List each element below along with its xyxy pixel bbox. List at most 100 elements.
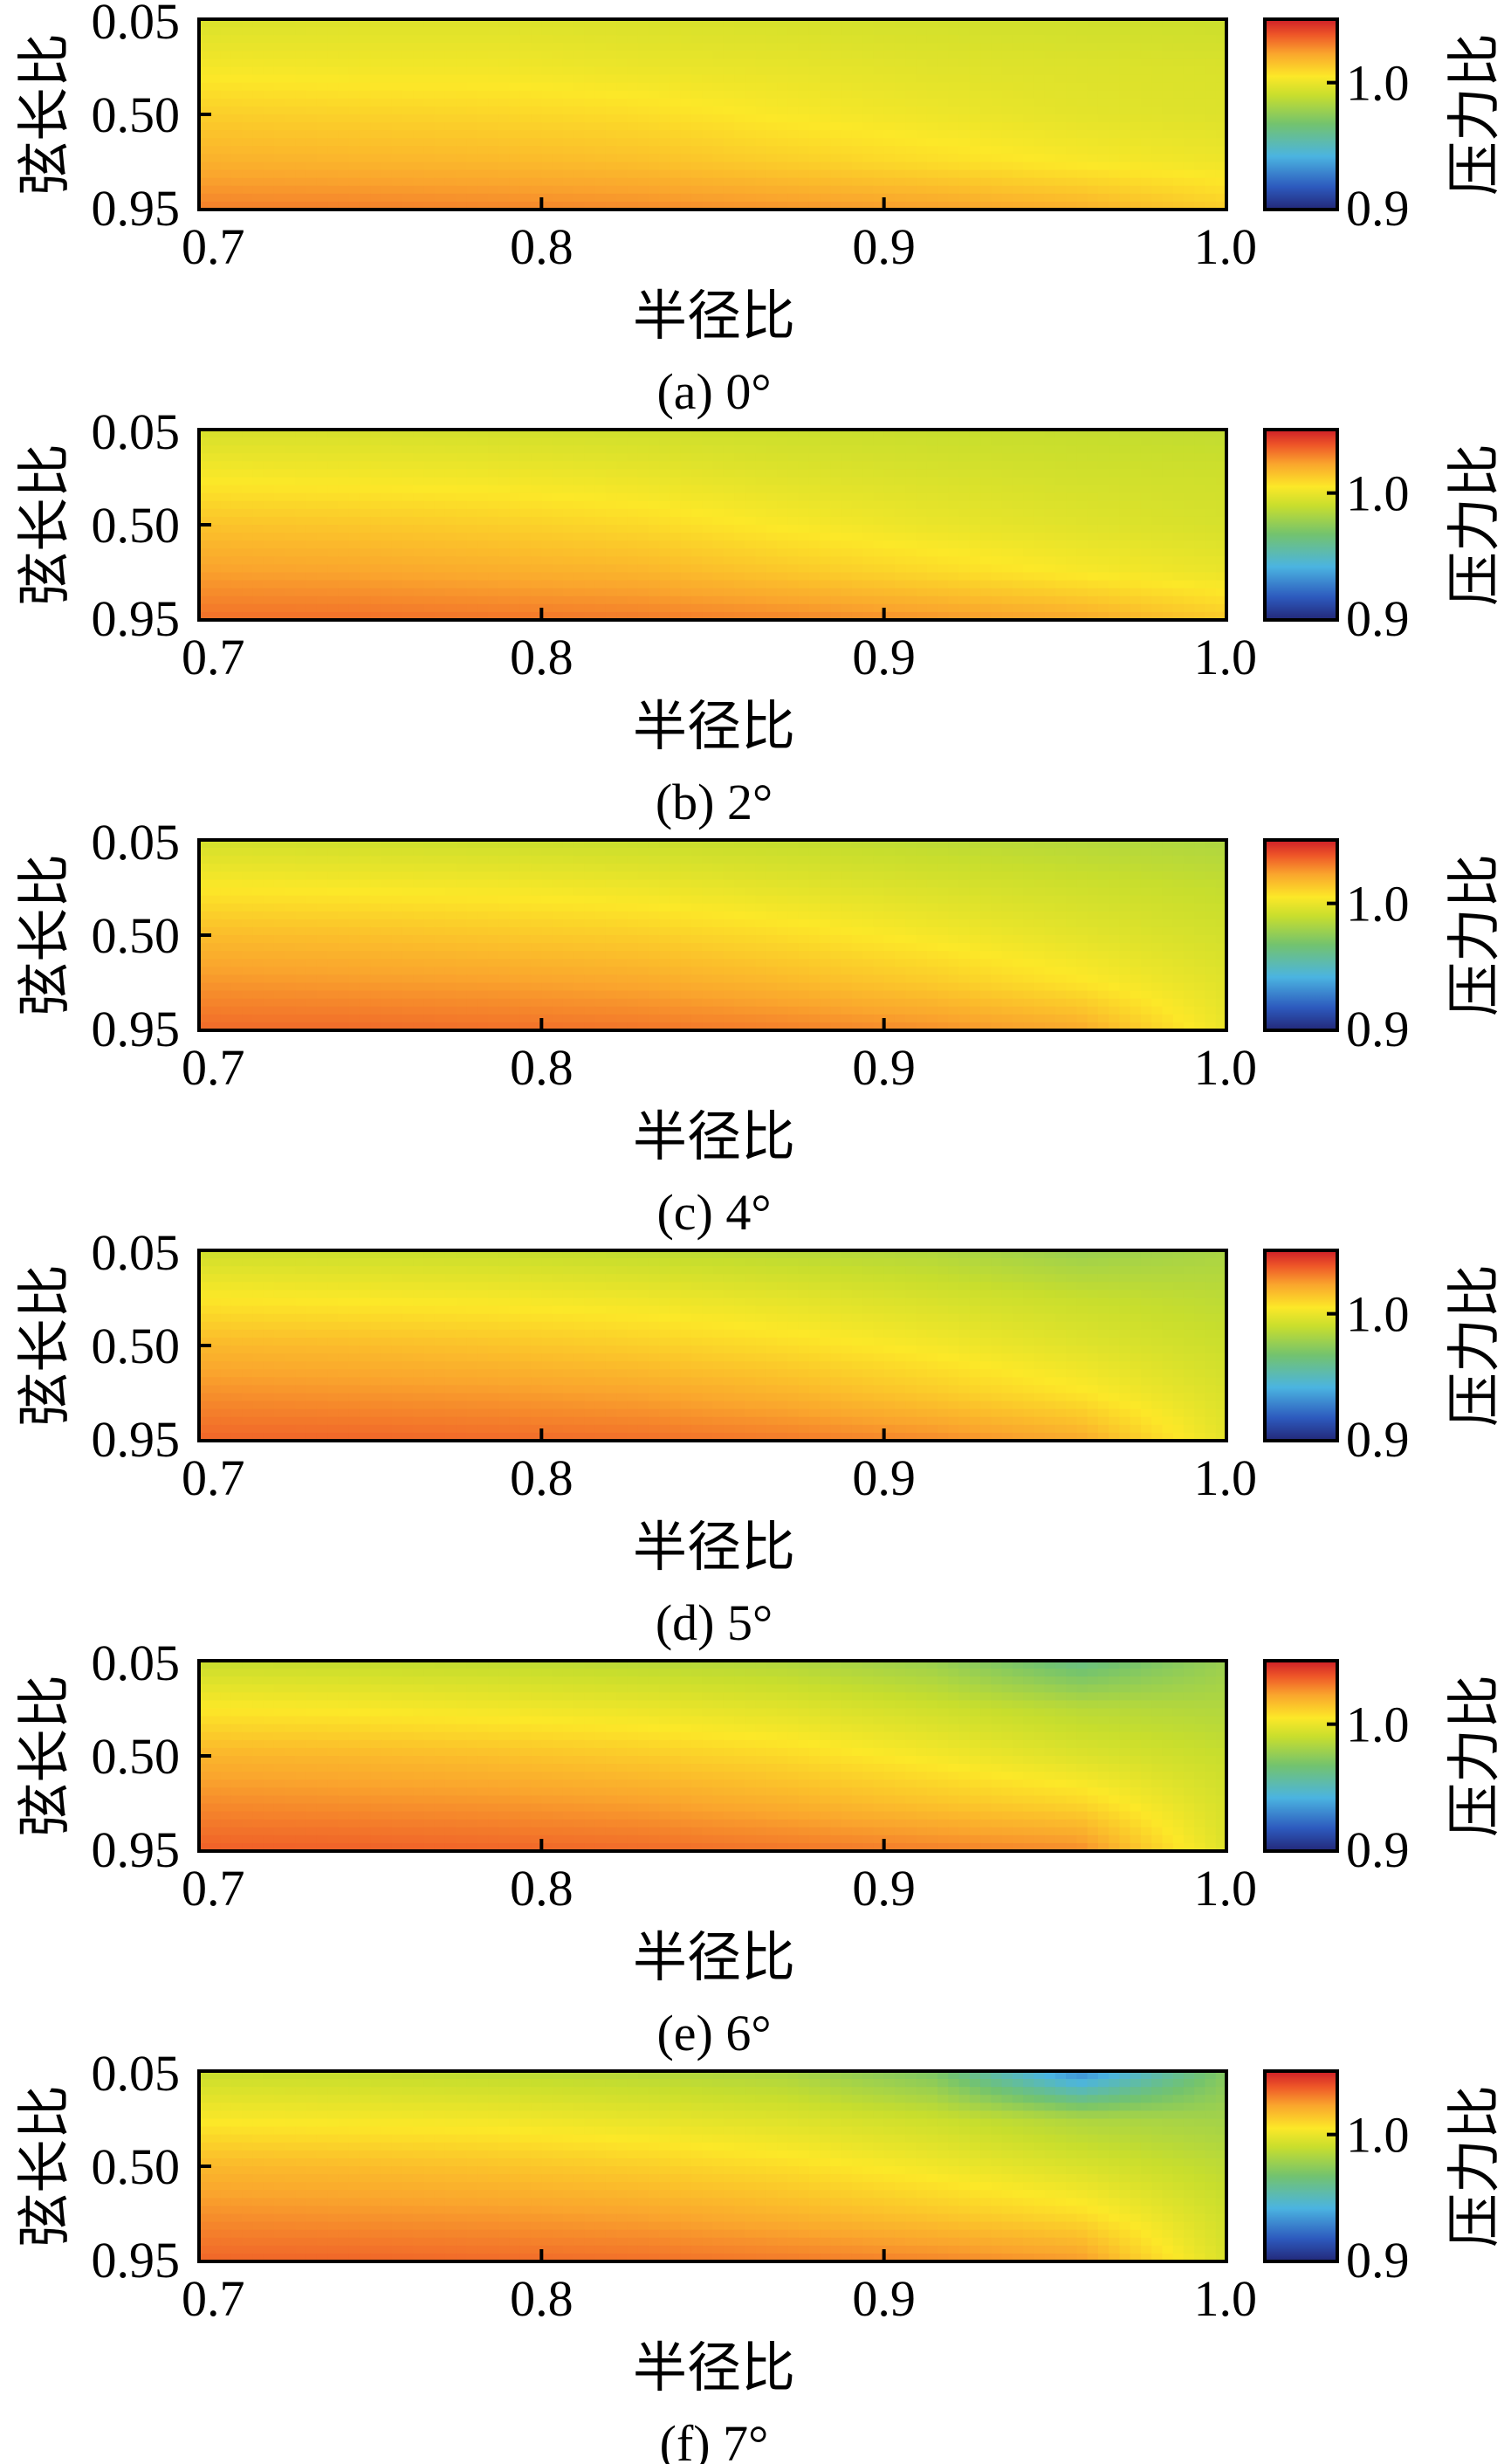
- heatmap-cell: [230, 66, 243, 76]
- heatmap-cell: [958, 556, 971, 566]
- heatmap-cell: [402, 114, 414, 123]
- heatmap-cell: [295, 540, 307, 549]
- heatmap-cell: [252, 146, 264, 155]
- heatmap-cell: [787, 556, 800, 566]
- heatmap-cell: [1151, 162, 1164, 171]
- heatmap-cell: [1012, 445, 1024, 454]
- heatmap-cell: [605, 469, 617, 478]
- heatmap-cell: [991, 177, 1003, 187]
- heatmap-cell: [798, 59, 810, 68]
- heatmap-cell: [1172, 43, 1185, 52]
- heatmap-cell: [1087, 540, 1099, 549]
- heatmap-cell: [573, 548, 585, 557]
- heatmap-cell: [370, 66, 382, 76]
- heatmap-cell: [969, 603, 981, 613]
- heatmap-cell: [659, 564, 671, 574]
- heatmap-cell: [1023, 580, 1034, 589]
- heatmap-cell: [1066, 59, 1077, 68]
- heatmap-cell: [766, 90, 778, 100]
- heatmap-cell: [434, 525, 446, 533]
- heatmap-cell: [1215, 453, 1227, 462]
- heatmap-cell: [894, 533, 906, 541]
- heatmap-cell: [391, 430, 403, 438]
- heatmap-cell: [841, 469, 853, 478]
- heatmap-cell: [1001, 485, 1013, 494]
- heatmap-cell: [1205, 437, 1217, 446]
- heatmap-cell: [1087, 453, 1099, 462]
- heatmap-cell: [958, 430, 971, 438]
- heatmap-cell: [402, 35, 414, 44]
- heatmap-cell: [841, 548, 853, 557]
- heatmap-cell: [295, 90, 307, 100]
- heatmap-cell: [466, 35, 478, 44]
- heatmap-cell: [1054, 66, 1067, 76]
- heatmap-cell: [766, 201, 778, 210]
- heatmap-cell: [477, 556, 489, 566]
- heatmap-cell: [820, 500, 831, 510]
- heatmap-cell: [338, 154, 350, 163]
- heatmap-cell: [295, 453, 307, 462]
- heatmap-cell: [348, 864, 361, 872]
- heatmap-cell: [1044, 27, 1056, 36]
- heatmap-cell: [1044, 556, 1056, 566]
- heatmap-cell: [712, 122, 725, 131]
- heatmap-cell: [230, 154, 243, 163]
- heatmap-cell: [573, 430, 585, 438]
- heatmap-cell: [306, 90, 318, 100]
- heatmap-cell: [894, 130, 906, 139]
- heatmap-cell: [926, 856, 938, 864]
- heatmap-cell: [1130, 856, 1142, 864]
- heatmap-cell: [766, 185, 778, 195]
- heatmap-cell: [423, 848, 436, 857]
- heatmap-cell: [755, 556, 767, 566]
- heatmap-cell: [702, 848, 714, 857]
- heatmap-cell: [1034, 516, 1046, 526]
- heatmap-cell: [777, 138, 788, 147]
- heatmap-cell: [466, 485, 478, 494]
- heatmap-cell: [670, 193, 682, 203]
- heatmap-cell: [1215, 445, 1227, 454]
- heatmap-cell: [488, 516, 499, 526]
- heatmap-cell: [969, 525, 981, 533]
- heatmap-cell: [777, 848, 788, 857]
- heatmap-cell: [348, 603, 361, 613]
- heatmap-cell: [648, 106, 660, 115]
- heatmap-cell: [883, 82, 896, 92]
- heatmap-cell: [509, 580, 521, 589]
- heatmap-cell: [690, 572, 703, 582]
- heatmap-cell: [1076, 130, 1089, 139]
- heatmap-cell: [327, 185, 339, 195]
- heatmap-cell: [712, 856, 725, 864]
- heatmap-cell: [1194, 106, 1206, 115]
- heatmap-cell: [659, 430, 671, 438]
- heatmap-cell: [894, 595, 906, 605]
- heatmap-cell: [948, 201, 960, 210]
- heatmap-cell: [980, 469, 992, 478]
- heatmap-cell: [519, 122, 532, 131]
- heatmap-cell: [723, 611, 735, 621]
- y-axis-title: 弦长比: [16, 444, 75, 606]
- heatmap-cell: [381, 43, 393, 52]
- heatmap-cell: [531, 27, 542, 36]
- heatmap-cell: [1140, 430, 1152, 438]
- heatmap-cell: [242, 138, 253, 147]
- heatmap-cell: [466, 469, 478, 478]
- heatmap-cell: [734, 508, 745, 518]
- heatmap-cell: [1087, 146, 1099, 155]
- heatmap-cell: [1172, 588, 1185, 597]
- heatmap-cell: [648, 193, 660, 203]
- heatmap-cell: [1205, 485, 1217, 494]
- heatmap-cell: [359, 556, 371, 566]
- heatmap-cell: [444, 51, 457, 60]
- heatmap-cell: [605, 603, 617, 613]
- heatmap-cell: [273, 201, 285, 210]
- heatmap-cell: [273, 540, 285, 549]
- heatmap-cell: [552, 27, 564, 36]
- heatmap-cell: [466, 540, 478, 549]
- heatmap-cell: [285, 106, 296, 115]
- heatmap-cell: [584, 74, 596, 84]
- heatmap-cell: [766, 508, 778, 518]
- heatmap-cell: [573, 611, 585, 621]
- heatmap-cell: [1194, 588, 1206, 597]
- heatmap-cell: [541, 556, 553, 566]
